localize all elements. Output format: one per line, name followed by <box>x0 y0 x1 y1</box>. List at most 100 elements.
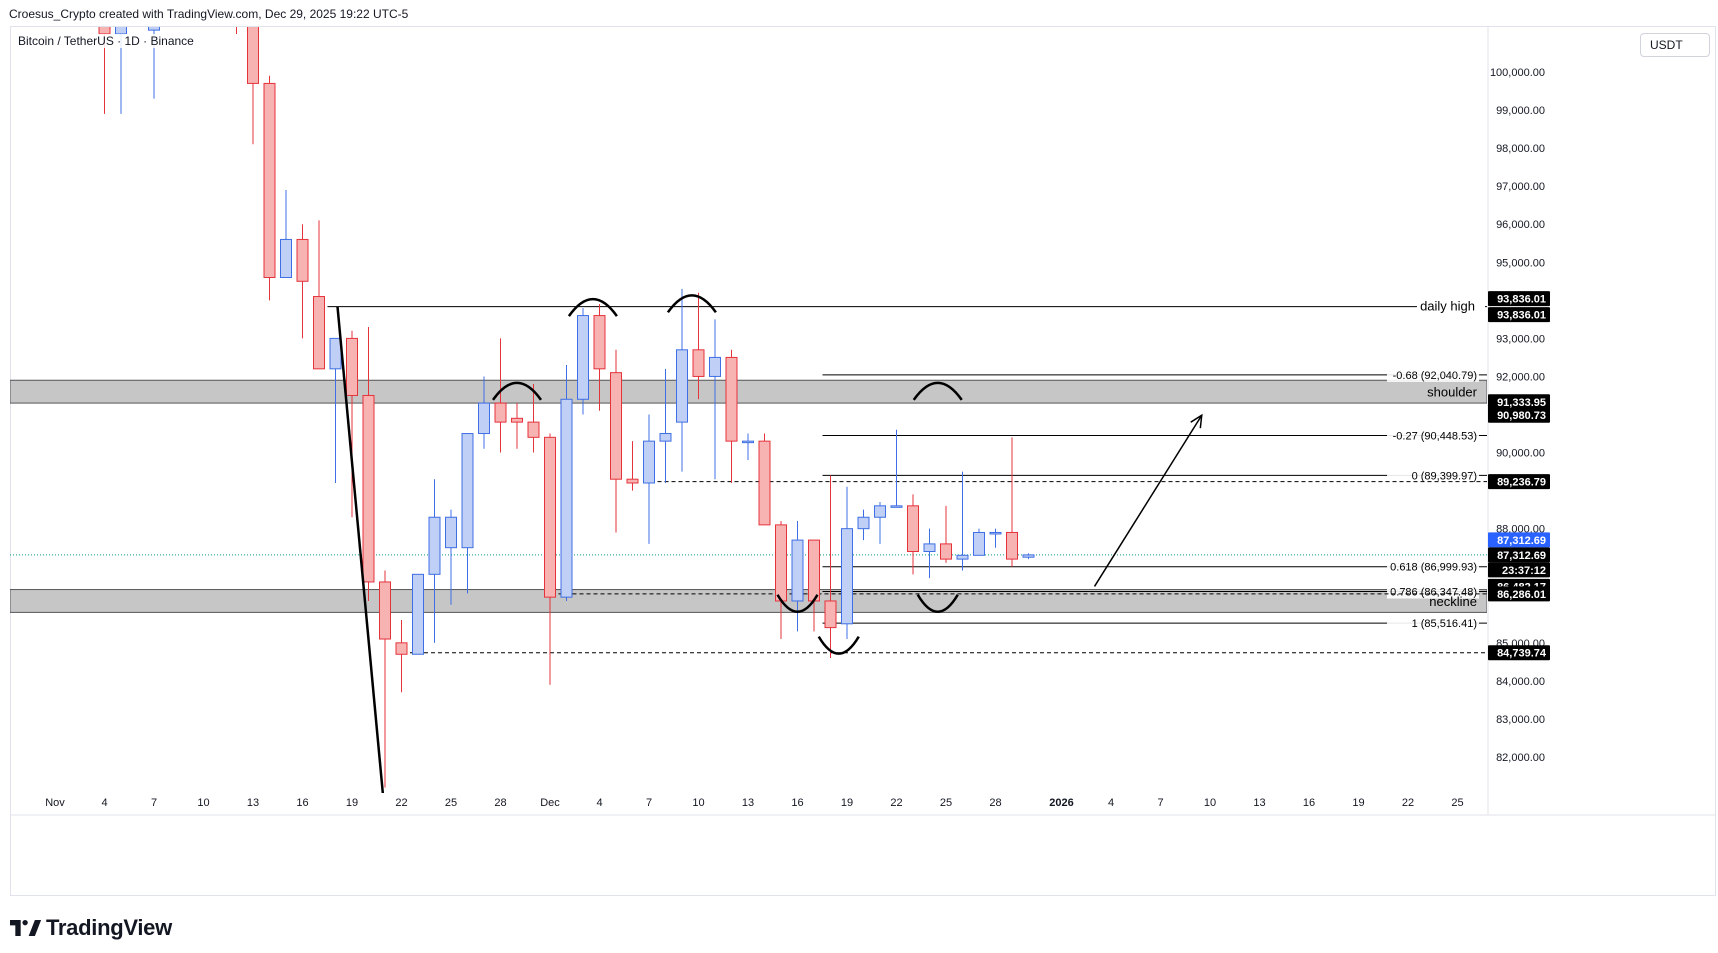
candle[interactable] <box>379 570 391 788</box>
candle-body <box>98 27 111 35</box>
price-axis-label-bg <box>1488 532 1550 548</box>
candle[interactable] <box>511 403 523 449</box>
candle[interactable] <box>973 528 985 556</box>
candle[interactable] <box>857 509 870 541</box>
candle[interactable] <box>742 433 754 461</box>
candle[interactable] <box>544 433 556 685</box>
candle-body <box>907 505 919 553</box>
candle[interactable] <box>874 502 886 544</box>
price-axis-label-bg <box>1488 645 1550 661</box>
candle[interactable] <box>989 528 1002 548</box>
candle[interactable] <box>395 620 408 693</box>
candle[interactable] <box>577 307 589 415</box>
candle[interactable] <box>956 471 969 571</box>
candle[interactable] <box>1022 553 1035 560</box>
level-label-bg <box>1387 559 1479 574</box>
candle[interactable] <box>263 75 276 301</box>
price-axis-label-bg <box>1488 474 1550 490</box>
candle[interactable] <box>709 319 721 480</box>
price-axis-label-bg <box>1488 547 1550 563</box>
candle[interactable] <box>98 11 111 114</box>
candle-body <box>874 505 886 518</box>
brand-name: TradingView <box>46 915 172 940</box>
candle[interactable] <box>313 220 325 370</box>
symbol-title[interactable]: Bitcoin / TetherUS · 1D · Binance <box>18 34 194 48</box>
candle[interactable] <box>775 521 787 640</box>
candle-body <box>560 398 573 598</box>
candle[interactable] <box>1006 437 1018 567</box>
candle-body <box>247 27 259 84</box>
time-tick-label: 28 <box>494 797 506 809</box>
candle[interactable] <box>808 539 820 632</box>
candle[interactable] <box>626 441 639 491</box>
candle-body <box>709 356 721 377</box>
candle[interactable] <box>527 384 540 453</box>
candle-body <box>593 315 606 370</box>
candle-body <box>1006 531 1018 560</box>
zone-shoulder <box>10 379 1487 404</box>
price-tick-label: 99,000.00 <box>1496 105 1545 117</box>
price-tick-label: 97,000.00 <box>1496 181 1545 193</box>
candle-body <box>527 421 540 438</box>
candle[interactable] <box>346 330 358 518</box>
candle[interactable] <box>231 11 242 34</box>
candle-body <box>659 433 672 442</box>
currency-selector[interactable]: USDT <box>1640 33 1710 57</box>
candle[interactable] <box>445 509 457 605</box>
candle[interactable] <box>560 365 573 601</box>
candle-body <box>115 27 127 35</box>
candle-body <box>577 315 589 400</box>
candle[interactable] <box>643 414 655 544</box>
candle[interactable] <box>791 521 804 632</box>
candle-body <box>841 528 853 625</box>
candle[interactable] <box>676 288 688 472</box>
candle[interactable] <box>659 368 672 483</box>
level-label-fib-0: 0 (89,399.97) <box>1412 470 1477 482</box>
candle[interactable] <box>280 189 292 278</box>
candle[interactable] <box>461 433 474 594</box>
candle[interactable] <box>478 376 490 449</box>
candle[interactable] <box>412 573 424 655</box>
candle[interactable] <box>329 337 342 483</box>
pattern-arc <box>916 594 959 613</box>
price-axis-label-text: 91,333.95 <box>1497 397 1546 409</box>
candle[interactable] <box>907 494 919 575</box>
candle[interactable] <box>824 475 837 659</box>
candle[interactable] <box>148 11 160 99</box>
candle[interactable] <box>890 429 903 508</box>
candle[interactable] <box>494 338 507 453</box>
time-tick-label: 22 <box>890 797 902 809</box>
candle[interactable] <box>296 224 309 339</box>
price-tick-label: 83,000.00 <box>1496 714 1545 726</box>
candle-body <box>544 436 556 598</box>
time-tick-label: 16 <box>791 797 803 809</box>
price-axis-label-bg <box>1488 291 1550 307</box>
candle[interactable] <box>923 528 936 579</box>
candle[interactable] <box>593 304 606 411</box>
price-axis-label: 87,312.69 <box>1488 547 1550 563</box>
candle[interactable] <box>115 11 127 114</box>
candle[interactable] <box>362 326 375 601</box>
candle[interactable] <box>692 292 705 400</box>
candle[interactable] <box>428 479 441 643</box>
candle[interactable] <box>940 505 952 563</box>
candle[interactable] <box>247 11 259 145</box>
tradingview-brand[interactable]: TradingView <box>10 915 172 941</box>
level-label-daily-high: daily high <box>1420 299 1475 314</box>
candle[interactable] <box>725 349 738 483</box>
level-label-fib-0618: 0.618 (86,999.93) <box>1390 562 1477 574</box>
candle-body <box>775 524 787 602</box>
price-axis-label-bg <box>1488 407 1550 423</box>
candle[interactable] <box>610 349 622 533</box>
price-axis-label: 91,333.95 <box>1488 394 1550 410</box>
candle[interactable] <box>758 433 771 526</box>
price-axis-label-text: 23:37:12 <box>1502 565 1546 577</box>
candle-body <box>857 516 870 530</box>
price-axis-label-text: 93,836.01 <box>1497 310 1546 322</box>
candle[interactable] <box>841 486 853 640</box>
level-label-fib-1: 1 (85,516.41) <box>1412 618 1477 630</box>
candle-body <box>808 539 820 602</box>
time-tick-label: Nov <box>45 797 65 809</box>
time-tick-label: 22 <box>395 797 407 809</box>
